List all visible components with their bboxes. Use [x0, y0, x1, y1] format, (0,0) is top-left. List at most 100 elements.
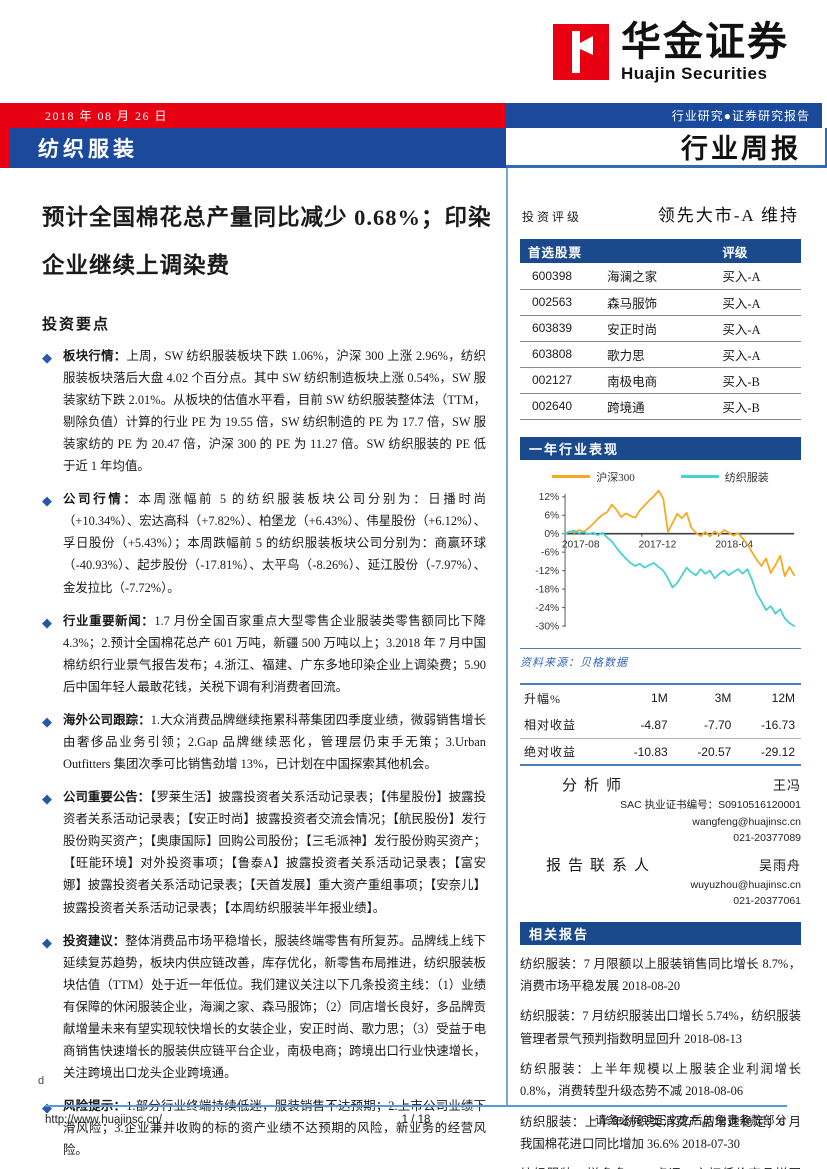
contact-email-link[interactable]: wuyuzhou@huajinsc.cn	[690, 879, 801, 892]
returns-col0: 升幅%	[524, 691, 561, 706]
svg-text:2017-08: 2017-08	[562, 539, 600, 550]
returns-row-label: 绝对收益	[524, 745, 577, 760]
research-type-label: 行业研究●证券研究报告	[671, 109, 810, 123]
diamond-bullet-icon: ◆	[42, 493, 52, 509]
stock-rating: 买入-A	[722, 315, 801, 342]
section-block-market: ◆ 板块行情：上周，SW 纺织服装板块下跌 1.06%，沪深 300 上涨 2.9…	[42, 345, 486, 477]
analyst-email-link[interactable]: wangfeng@huajinsc.cn	[692, 815, 801, 828]
stock-name: 南极电商	[607, 367, 723, 394]
section-label: 公司行情：	[63, 492, 139, 507]
stock-name: 歌力思	[607, 341, 723, 368]
related-report-item[interactable]: 纺织服装：上半年规模以上服装企业利润增长 0.8%，消费转型升级态势不减 201…	[520, 1061, 801, 1099]
footer-url-link[interactable]: http://www.huajinsc.cn/	[45, 1114, 162, 1126]
svg-text:-12%: -12%	[535, 566, 559, 577]
related-reports-header: 相关报告	[520, 921, 801, 945]
related-report-item[interactable]: 纺织服装：拼多多 IPO 点评：主打低价商品拼团购，上市融资助力业务发展 201…	[520, 1163, 801, 1169]
company-logo: 华金证券 Huajin Securities	[553, 22, 789, 82]
header-rating: 评级	[722, 239, 801, 263]
section-text: 上周，SW 纺织服装板块下跌 1.06%，沪深 300 上涨 2.96%，纺织服…	[63, 348, 486, 474]
report-type-title: 行业周报	[681, 134, 801, 164]
stock-name: 森马服饰	[607, 289, 723, 316]
diamond-bullet-icon: ◆	[42, 1100, 52, 1116]
stock-row: 603839 安正时尚 买入-A	[520, 315, 801, 342]
returns-col3: 12M	[771, 691, 795, 706]
industry-category: 纺织服装	[38, 137, 138, 161]
related-report-item[interactable]: 纺织服装：7 月纺织服装出口增长 5.74%，纺织服装管理者景气预判指数明显回升…	[520, 1009, 801, 1046]
analyst-name: 王冯	[772, 778, 801, 794]
section-text: 1.部分行业终端持续低迷，服装销售不达预期；2.上市公司业绩下滑风险；3.企业兼…	[63, 1099, 487, 1158]
data-source: 资料来源：贝格数据	[520, 648, 801, 670]
returns-1m: -4.87	[610, 711, 674, 739]
analyst-cert: SAC 执业证书编号：S0910516120001	[620, 799, 801, 812]
returns-3m: -7.70	[673, 711, 738, 739]
table-header-row: 首选股票 评级	[520, 239, 801, 263]
stock-row: 603808 歌力思 买入-A	[520, 341, 801, 368]
svg-text:-30%: -30%	[535, 621, 559, 632]
returns-1m: -10.83	[633, 744, 668, 759]
footer-disclaimer: 请务必阅读正文之后的免责条款部分	[594, 1115, 787, 1127]
section-label: 板块行情：	[63, 348, 127, 363]
section-text: 【罗莱生活】披露投资者关系活动记录表；【伟星股份】披露投资者关系活动记录表；【安…	[63, 790, 486, 915]
stock-rating: 买入-A	[722, 341, 801, 368]
related-report-item[interactable]: 纺织服装：7 月限额以上服装销售同比增长 8.7%，消费市场平稳发展 2018-…	[520, 956, 801, 993]
rating-label: 投资评级	[522, 210, 583, 224]
section-label: 公司重要公告：	[63, 790, 151, 805]
returns-table: 升幅% 1M 3M 12M 相对收益 -4.87 -7.70 -16.73 绝对…	[520, 683, 801, 767]
section-block-overseas: ◆ 海外公司跟踪：1.大众消费品牌继续拖累科蒂集团四季度业绩，微弱销售增长由奢侈品…	[42, 709, 486, 775]
returns-row-label: 相对收益	[520, 711, 611, 739]
returns-header-row: 升幅% 1M 3M 12M	[520, 684, 801, 711]
returns-12m: -16.73	[737, 711, 801, 739]
main-column: 预计全国棉花总产量同比减少 0.68%；印染企业继续上调染费 投资要点 ◆ 板块行…	[0, 168, 506, 1157]
analyst-details: SAC 执业证书编号：S0910516120001 wangfeng@huaji…	[520, 797, 801, 846]
section-text: 整体消费品市场平稳增长，服装终端零售有所复苏。品牌线上线下延续复苏趋势，板块内供…	[63, 933, 487, 1081]
returns-col2: 3M	[714, 691, 732, 706]
top-band: 2018 年 08 月 26 日 行业研究●证券研究报告	[0, 103, 827, 128]
category-band-right: 行业周报	[506, 128, 827, 168]
contact-phone: 021-20377061	[733, 895, 801, 908]
research-band: 行业研究●证券研究报告	[506, 103, 827, 128]
rating-value: 领先大市-A 维持	[657, 206, 799, 225]
stock-code: 600398	[520, 263, 608, 290]
returns-col1: 1M	[651, 691, 668, 706]
section-block-advice: ◆ 投资建议：整体消费品市场平稳增长，服装终端零售有所复苏。品牌线上线下延续复苏趋…	[42, 930, 486, 1085]
red-stripe	[0, 128, 10, 168]
analyst-block: 分析师 王冯 SAC 执业证书编号：S0910516120001 wangfen…	[520, 774, 801, 846]
page-title: 预计全国棉花总产量同比减少 0.68%；印染企业继续上调染费	[42, 205, 492, 279]
logo-en-label: Huajin Securities	[621, 64, 768, 83]
returns-3m: -20.57	[697, 744, 732, 759]
related-report-item[interactable]: 纺织服装：上半年纺织类消费产品增速稳定；6 月我国棉花进口同比增加 36.6% …	[520, 1114, 801, 1151]
stock-code: 603808	[520, 341, 608, 368]
legend-item-hs300: 沪深300	[552, 469, 635, 485]
logo-text: 华金证券 Huajin Securities	[621, 22, 789, 82]
page-number: 1 / 18	[401, 1114, 431, 1126]
section-label: 海外公司跟踪：	[63, 712, 151, 727]
svg-text:0%: 0%	[544, 529, 559, 540]
returns-12m: -29.12	[760, 744, 795, 759]
stock-name: 海澜之家	[607, 263, 723, 290]
stock-rating: 买入-A	[722, 289, 801, 316]
legend-label: 沪深300	[596, 471, 635, 484]
line-chart: 12% 6% 0% -6% -12% -18% -24% -30% 2017-08 2017-12…	[535, 489, 796, 632]
stock-code: 002563	[520, 289, 608, 316]
chart-legend: 沪深300 纺织服装	[520, 469, 801, 485]
stock-rating: 买入-A	[722, 263, 801, 290]
svg-text:6%: 6%	[544, 510, 559, 521]
key-points-heading: 投资要点	[42, 316, 111, 333]
section-text: 1.7 月份全国百家重点大型零售企业服装类零售额同比下降 4.3%；2.预计全国…	[63, 613, 487, 694]
stock-rating: 买入-B	[722, 367, 801, 394]
category-band: 纺织服装 行业周报	[0, 128, 827, 168]
stock-code: 603839	[520, 315, 608, 342]
performance-chart: 12% 6% 0% -6% -12% -18% -24% -30% 2017-08 2017-12…	[520, 487, 801, 641]
huajin-logo-icon	[553, 24, 609, 80]
stock-row: 002127 南极电商 买入-B	[520, 367, 801, 394]
svg-text:-18%: -18%	[535, 584, 559, 595]
contact-header: 报告联系人 吴雨舟	[520, 854, 801, 875]
rating-row: 投资评级 领先大市-A 维持	[520, 201, 801, 226]
contact-name: 吴雨舟	[758, 858, 801, 874]
svg-text:-6%: -6%	[541, 547, 559, 558]
contact-block: 报告联系人 吴雨舟 wuyuzhou@huajinsc.cn 021-20377…	[520, 854, 801, 910]
section-block-news: ◆ 行业重要新闻：1.7 月份全国百家重点大型零售企业服装类零售额同比下降 4.3…	[42, 610, 486, 698]
svg-text:12%: 12%	[539, 492, 560, 503]
logo-cn-label: 华金证券	[621, 20, 789, 64]
sidebar-column: 投资评级 领先大市-A 维持 首选股票 评级 600398 海澜之家 买入-A	[506, 168, 827, 1169]
